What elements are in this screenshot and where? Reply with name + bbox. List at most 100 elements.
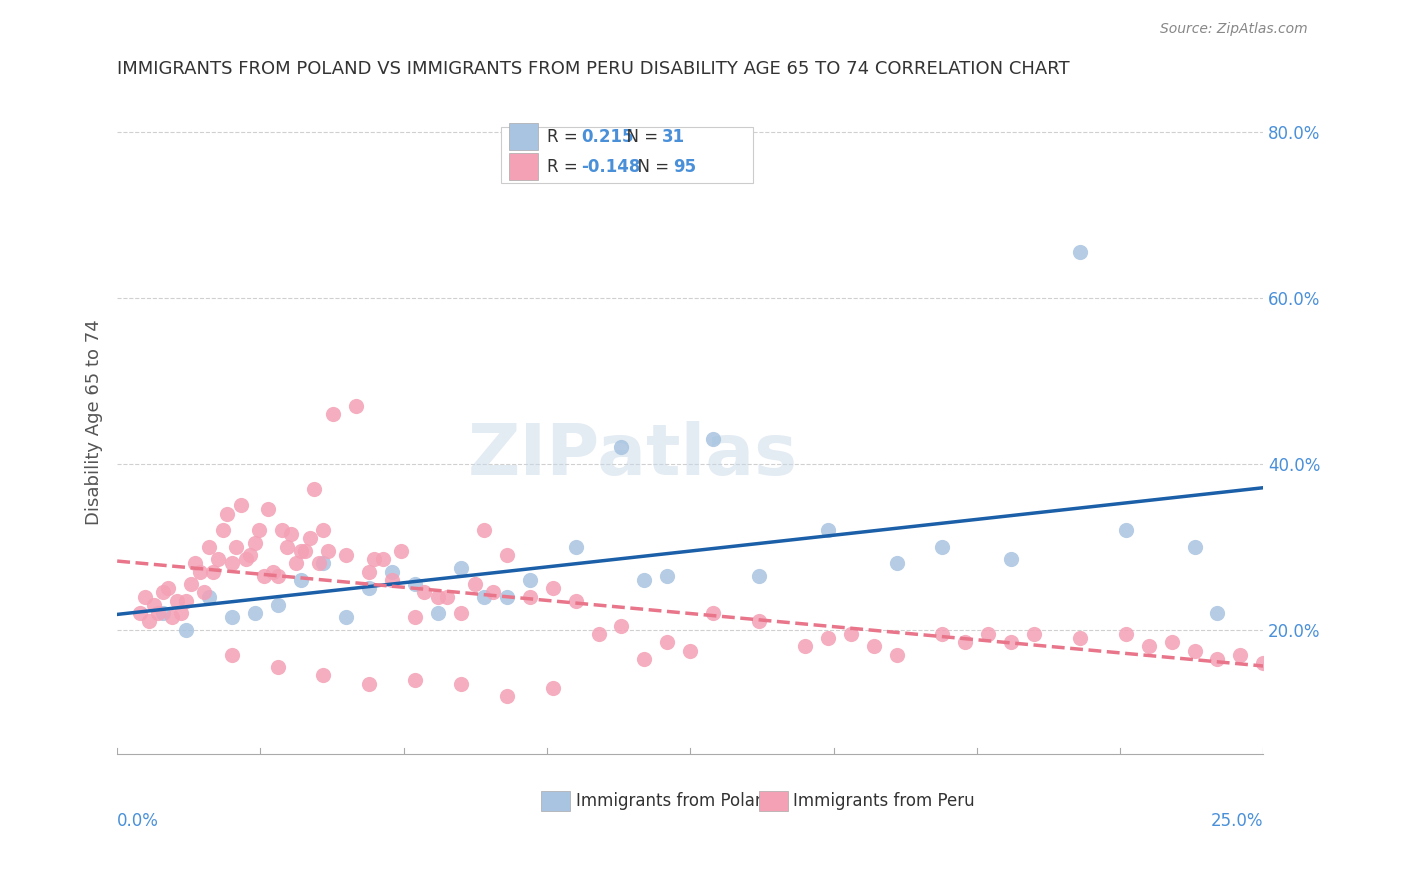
Point	[312, 523, 335, 537]
Point	[1206, 606, 1229, 620]
Point	[235, 552, 257, 566]
Point	[464, 577, 486, 591]
Point	[633, 652, 655, 666]
Point	[702, 432, 724, 446]
Point	[221, 610, 243, 624]
Point	[748, 569, 770, 583]
Point	[152, 606, 174, 620]
Point	[221, 557, 243, 571]
Point	[285, 557, 308, 571]
Point	[266, 569, 288, 583]
Text: R = -0.148   N = 95: R = -0.148 N = 95	[530, 158, 707, 176]
Point	[156, 582, 179, 596]
Point	[886, 557, 908, 571]
Text: ZIPatlas: ZIPatlas	[468, 421, 799, 490]
Point	[207, 552, 229, 566]
Point	[166, 593, 188, 607]
Point	[541, 582, 564, 596]
Point	[148, 606, 170, 620]
Text: Immigrants from Poland: Immigrants from Poland	[575, 792, 776, 810]
Point	[496, 590, 519, 604]
Point	[1137, 640, 1160, 654]
Text: 25.0%: 25.0%	[1211, 813, 1264, 830]
Point	[198, 540, 221, 554]
Point	[257, 502, 280, 516]
Point	[229, 498, 252, 512]
Point	[198, 590, 221, 604]
Point	[160, 610, 183, 624]
Point	[1069, 631, 1091, 645]
Point	[276, 540, 298, 554]
Point	[450, 606, 472, 620]
Point	[308, 557, 330, 571]
Point	[335, 548, 357, 562]
Point	[496, 548, 519, 562]
Point	[381, 573, 404, 587]
Point	[404, 673, 426, 687]
Point	[436, 590, 458, 604]
Point	[450, 560, 472, 574]
Point	[312, 668, 335, 682]
Point	[243, 606, 266, 620]
Point	[298, 532, 321, 546]
Point	[679, 643, 702, 657]
Point	[359, 565, 381, 579]
Point	[243, 535, 266, 549]
Point	[188, 565, 211, 579]
Point	[1206, 652, 1229, 666]
Point	[134, 590, 156, 604]
Point	[541, 681, 564, 695]
Point	[290, 544, 312, 558]
Point	[1022, 627, 1045, 641]
Point	[211, 523, 233, 537]
Point	[266, 598, 288, 612]
Point	[610, 618, 633, 632]
Point	[1000, 635, 1022, 649]
Text: 95: 95	[673, 158, 696, 176]
Point	[482, 585, 505, 599]
Point	[862, 640, 884, 654]
Point	[610, 440, 633, 454]
Y-axis label: Disability Age 65 to 74: Disability Age 65 to 74	[86, 319, 103, 525]
Point	[217, 507, 239, 521]
Text: R =  0.215   N = 31: R = 0.215 N = 31	[530, 131, 706, 149]
Point	[344, 399, 367, 413]
Bar	[759, 791, 787, 811]
Bar	[509, 153, 538, 180]
Point	[142, 598, 165, 612]
Point	[304, 482, 326, 496]
Point	[450, 677, 472, 691]
Point	[657, 635, 679, 649]
Point	[193, 585, 215, 599]
Point	[519, 590, 541, 604]
Point	[472, 590, 495, 604]
Point	[404, 577, 426, 591]
Text: Source: ZipAtlas.com: Source: ZipAtlas.com	[1160, 22, 1308, 37]
Text: -0.148: -0.148	[581, 158, 641, 176]
Text: R =: R =	[547, 158, 583, 176]
Point	[427, 590, 450, 604]
Point	[955, 635, 977, 649]
Point	[1115, 627, 1137, 641]
Point	[363, 552, 385, 566]
Point	[170, 606, 193, 620]
Point	[1184, 643, 1206, 657]
Point	[1000, 552, 1022, 566]
Point	[1184, 540, 1206, 554]
Point	[312, 557, 335, 571]
Point	[266, 660, 288, 674]
Point	[290, 573, 312, 587]
Point	[180, 577, 202, 591]
Point	[262, 565, 284, 579]
Point	[294, 544, 316, 558]
Point	[977, 627, 1000, 641]
Point	[247, 523, 270, 537]
Point	[174, 623, 197, 637]
Text: R =: R =	[547, 128, 583, 145]
Point	[839, 627, 862, 641]
Point	[129, 606, 152, 620]
Point	[817, 523, 839, 537]
Point	[1229, 648, 1251, 662]
Point	[931, 627, 953, 641]
Point	[633, 573, 655, 587]
